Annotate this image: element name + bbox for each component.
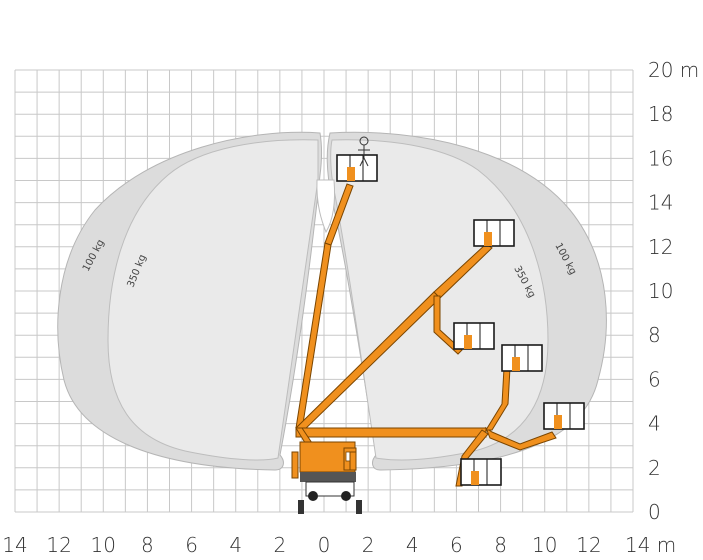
y-tick-label: 10 [648, 279, 673, 303]
x-tick-label: 8 [494, 533, 507, 557]
y-tick-label: 20 m [648, 58, 699, 82]
x-tick-label: 10 [532, 533, 557, 557]
zone-notch [316, 179, 335, 234]
boom-vertical-upper [324, 183, 354, 246]
work-platform [336, 154, 378, 182]
x-axis-labels: 14 12 10 8 6 4 2 0 2 4 6 8 10 12 14 m [2, 533, 676, 557]
work-platform [473, 219, 515, 247]
outrigger-right-front [349, 451, 357, 471]
platform-frame [473, 219, 515, 247]
platform-mount [464, 335, 472, 349]
platform-mount [471, 471, 479, 485]
y-tick-label: 8 [648, 323, 661, 347]
outrigger-left [298, 500, 304, 514]
x-tick-label: 4 [229, 533, 242, 557]
work-platform [543, 402, 585, 430]
x-tick-label: 2 [273, 533, 286, 557]
platform-frame [460, 458, 502, 486]
platform-frame [453, 322, 495, 350]
y-tick-label: 4 [648, 412, 661, 436]
platform-mount [554, 415, 562, 429]
platform-frame [501, 344, 543, 372]
work-platform [453, 322, 495, 350]
x-tick-label: 0 [318, 533, 331, 557]
truck-base [305, 481, 355, 497]
y-tick-label: 6 [648, 367, 661, 391]
truck-chassis [300, 472, 356, 482]
platforms [336, 136, 585, 486]
x-tick-label: 6 [185, 533, 198, 557]
x-tick-label: 10 [91, 533, 116, 557]
platform-frame [336, 154, 378, 182]
outrigger-left-front [291, 451, 299, 479]
x-tick-label: 6 [450, 533, 463, 557]
x-tick-label: 14 m [625, 533, 676, 557]
y-tick-label: 16 [648, 146, 673, 170]
truck [291, 441, 362, 514]
outrigger-right [356, 500, 362, 514]
operator-figure-body [358, 145, 370, 167]
y-axis-labels: 0 2 4 6 8 10 12 14 16 18 20 m [648, 58, 699, 524]
y-tick-label: 14 [648, 191, 673, 215]
zone-350kg-left [107, 139, 319, 461]
y-tick-label: 12 [648, 235, 673, 259]
boom-horizontal [295, 427, 487, 438]
work-platform [501, 344, 543, 372]
x-tick-label: 2 [362, 533, 375, 557]
load-zones [57, 131, 607, 471]
wheel-left [308, 491, 318, 501]
work-platform [460, 458, 502, 486]
boom-horizontal-jib [484, 426, 557, 451]
platform-mount [512, 357, 520, 371]
y-tick-label: 2 [648, 456, 661, 480]
x-tick-label: 12 [576, 533, 601, 557]
x-tick-label: 12 [46, 533, 71, 557]
x-tick-label: 8 [141, 533, 154, 557]
platform-mount [347, 167, 355, 181]
y-tick-label: 18 [648, 102, 673, 126]
x-tick-label: 14 [2, 533, 27, 557]
platform-mount [484, 232, 492, 246]
platform-frame [543, 402, 585, 430]
x-tick-label: 4 [406, 533, 419, 557]
y-tick-label: 0 [648, 500, 661, 524]
wheel-right [341, 491, 351, 501]
